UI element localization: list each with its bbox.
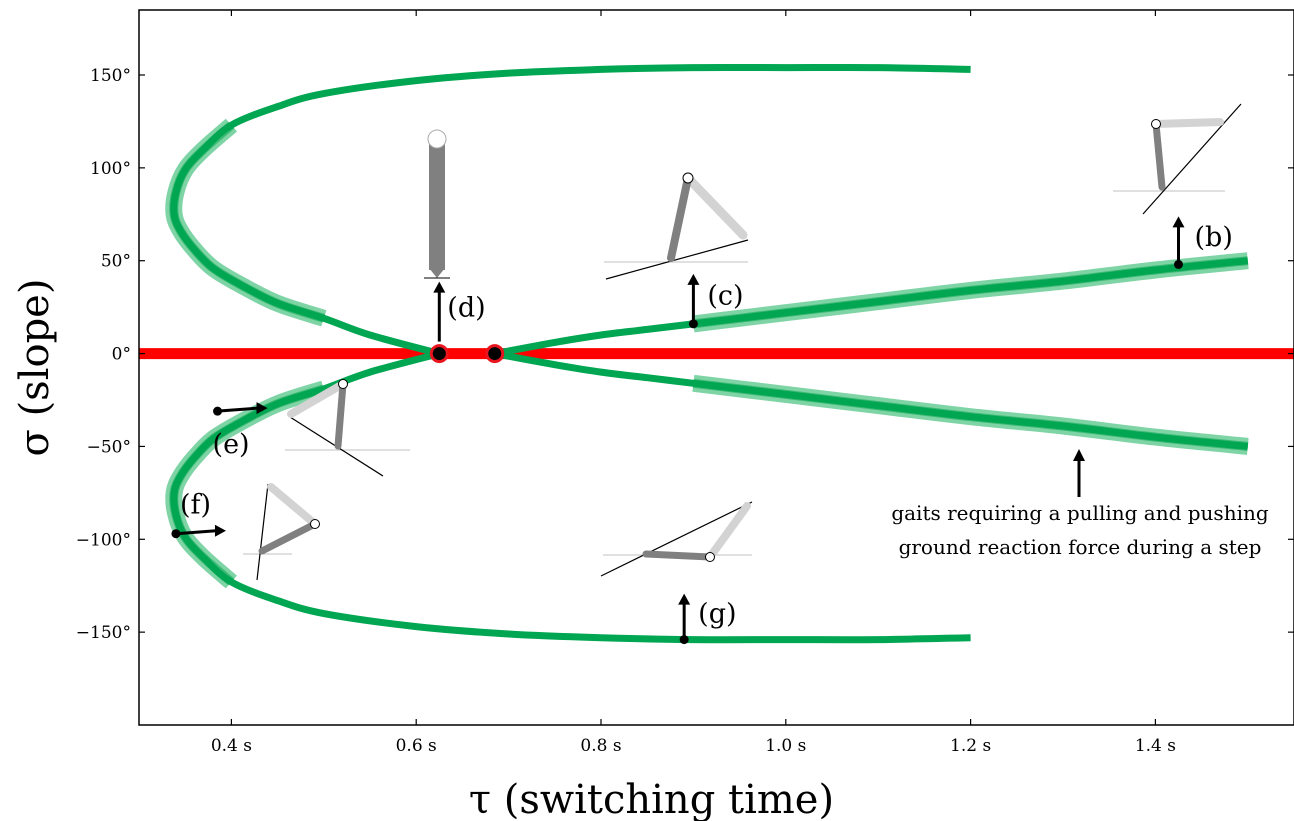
- curve-lower-left: [170, 350, 971, 644]
- annotation-label: (b): [1195, 222, 1233, 253]
- fixed-point-marker-1: [429, 344, 449, 364]
- annotation-label: (c): [707, 280, 743, 311]
- annotation-c: (c): [687, 273, 744, 329]
- annotation-arrow-head: [256, 402, 268, 415]
- gait-figure-f: [243, 483, 320, 581]
- annotations-layer: (b) (c) (d) (e)(f) (g) gaits requiring a pull…: [171, 216, 1269, 645]
- fixed-point-marker-2: [485, 344, 505, 364]
- gait-figure-e: [285, 379, 410, 477]
- note-annotation: gaits requiring a pulling and pushing gro…: [891, 449, 1269, 559]
- curve-upper-right: [494, 257, 1249, 358]
- y-tick-label: 0°: [112, 345, 131, 365]
- curve-upper-left: [170, 63, 971, 357]
- x-tick-label: 1.2 s: [950, 736, 991, 756]
- axes-layer: 0.4 s 0.6 s 0.8 s 1.0 s 1.2 s 1.4 s 150° 100° 50…: [12, 9, 1294, 821]
- x-tick-label: 1.0 s: [765, 736, 806, 756]
- y-tick-label: 100°: [90, 159, 131, 179]
- annotation-label: (d): [447, 293, 485, 324]
- y-tick-label: −100°: [76, 530, 131, 550]
- annotation-arrow-head: [1172, 216, 1185, 228]
- y-tick-label: −50°: [87, 437, 131, 457]
- annotation-arrow-head: [678, 593, 691, 605]
- x-tick-label: 0.6 s: [396, 736, 437, 756]
- annotation-arrow-head: [687, 273, 700, 285]
- y-tick-label: 50°: [101, 252, 131, 272]
- note-line-1: gaits requiring a pulling and pushing: [891, 501, 1269, 525]
- y-tick-label: −150°: [76, 623, 131, 643]
- axes-frame: [138, 9, 1294, 726]
- annotation-label: (e): [213, 429, 250, 460]
- gait-figure-b: [1113, 103, 1242, 215]
- annotation-arrow-shaft: [175, 529, 217, 536]
- annotation-b: (b): [1172, 216, 1233, 269]
- x-tick-label: 1.4 s: [1135, 736, 1176, 756]
- x-tick-label: 0.4 s: [211, 736, 252, 756]
- annotation-label: (g): [698, 598, 736, 629]
- gait-figures-layer: [243, 103, 1242, 581]
- x-tick-label: 0.8 s: [580, 736, 621, 756]
- x-axis-title: τ (switching time): [469, 777, 834, 821]
- annotation-f: (f): [171, 490, 226, 539]
- annotation-label: (f): [180, 490, 211, 521]
- annotation-g: (g): [678, 593, 737, 645]
- curves-layer: [139, 63, 1294, 644]
- annotation-e: (e): [213, 402, 268, 460]
- note-line-2: ground reaction force during a step: [899, 535, 1262, 559]
- gait-figure-c: [604, 172, 749, 280]
- annotation-arrow-head: [214, 524, 226, 537]
- annotation-d: (d): [433, 281, 486, 342]
- annotation-arrow-head: [433, 281, 446, 293]
- annotation-arrow-shaft: [217, 406, 258, 413]
- gait-figure-d: [424, 129, 450, 279]
- y-axis-title: σ (slope): [12, 279, 58, 457]
- note-arrow-head: [1073, 449, 1085, 461]
- y-tick-label: 150°: [90, 66, 131, 86]
- gait-figure-g: [600, 501, 753, 577]
- curve-lower-right: [494, 350, 1249, 450]
